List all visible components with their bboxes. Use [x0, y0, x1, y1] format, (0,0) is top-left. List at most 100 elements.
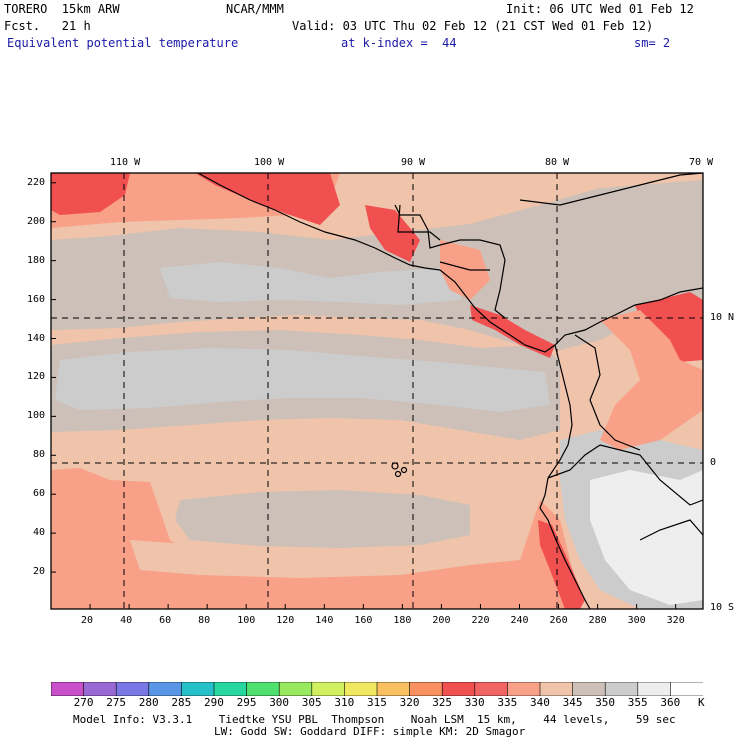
colorbar-segment — [51, 682, 85, 696]
x-tick-label: 280 — [588, 615, 607, 626]
map-field — [51, 173, 703, 609]
init-time: Init: 06 UTC Wed 01 Feb 12 — [506, 2, 694, 16]
colorbar-label: 335 — [497, 696, 518, 709]
field-band-355-north — [160, 262, 470, 305]
valid-time: Valid: 03 UTC Thu 02 Feb 12 (21 CST Wed … — [292, 19, 654, 33]
colorbar-segment — [637, 682, 672, 696]
colorbar-segment — [572, 682, 606, 696]
border-brazil-peru — [639, 519, 703, 541]
lat-label-10s: 10 S — [710, 602, 735, 613]
colorbar-label: 320 — [399, 696, 420, 709]
colorbar-unit: K — [698, 696, 705, 709]
field-band-330-peru — [538, 520, 585, 609]
x-tick-label: 100 — [237, 615, 256, 626]
field-band-335-centralamerica — [440, 240, 490, 300]
graticule — [51, 173, 703, 609]
level-info: at k-index = 44 — [341, 36, 457, 50]
x-tick-label: 80 — [198, 615, 211, 626]
model-info: Model Info: V3.3.1 Tiedtke YSU PBL Thomp… — [73, 713, 676, 726]
colorbar-label: 315 — [367, 696, 387, 709]
border-ecuador — [547, 444, 601, 479]
lat-label-0: 0 — [710, 457, 717, 468]
x-tick-label: 220 — [471, 615, 490, 626]
field-band-345-southwest-inner — [130, 540, 470, 578]
colorbar-segment — [181, 682, 215, 696]
x-tick-label: 200 — [432, 615, 451, 626]
colorbar-segment — [670, 682, 703, 696]
smoothing-info: sm= 2 — [634, 36, 671, 50]
physics-info: LW: Godd SW: Goddard DIFF: simple KM: 2D… — [214, 725, 526, 738]
x-tick-label: 40 — [120, 615, 133, 626]
colorbar-segment — [278, 682, 313, 696]
map-frame — [50, 172, 704, 610]
colorbar-label: 305 — [301, 696, 322, 709]
x-tick-label: 120 — [276, 615, 295, 626]
x-tick-label: 20 — [81, 615, 94, 626]
colorbar-label: 340 — [530, 696, 550, 709]
colorbar-label: 350 — [595, 696, 616, 709]
lon-label-100w: 100 W — [254, 157, 285, 168]
colorbar-label: 310 — [334, 696, 355, 709]
field-band-335-southwest — [51, 468, 580, 609]
colorbar-label: 290 — [204, 696, 224, 709]
colorbar-label: 275 — [106, 696, 127, 709]
y-tick-label: 80 — [32, 449, 45, 461]
y-tick-label: 200 — [26, 215, 45, 227]
border-peru — [599, 444, 703, 506]
colorbar-segment — [507, 682, 541, 696]
x-tick-label: 160 — [354, 615, 373, 626]
y-tick-label: 100 — [26, 410, 45, 422]
x-tick-label: 320 — [666, 615, 685, 626]
x-tick-label: 180 — [393, 615, 412, 626]
x-tick-label: 300 — [627, 615, 646, 626]
colorbar — [51, 682, 703, 696]
model-name: TORERO 15km ARW — [4, 2, 120, 16]
colorbar-segment — [213, 682, 248, 696]
colorbar-segment — [604, 682, 639, 696]
border-guatemala — [397, 204, 441, 241]
field-band-330-guatemala — [365, 205, 420, 262]
x-tick-label: 140 — [315, 615, 334, 626]
y-tick-label: 140 — [26, 332, 45, 344]
colorbar-label: 270 — [73, 696, 94, 709]
colorbar-segment — [246, 682, 281, 696]
colorbar-label: 325 — [432, 696, 453, 709]
colorbar-segment — [344, 682, 378, 696]
colorbar-label: 295 — [236, 696, 257, 709]
x-tick-label: 260 — [549, 615, 568, 626]
colorbar-segment — [376, 682, 411, 696]
island-galapagos-3 — [394, 470, 402, 478]
colorbar-segment — [115, 682, 150, 696]
colorbar-segment — [83, 682, 117, 696]
y-tick-label: 20 — [32, 566, 45, 578]
organization: NCAR/MMM — [226, 2, 284, 16]
y-tick-label: 60 — [32, 488, 45, 500]
island-galapagos-2 — [400, 466, 408, 474]
y-tick-label: 120 — [26, 371, 45, 383]
colorbar-segment — [311, 682, 346, 696]
lon-label-70w: 70 W — [689, 157, 714, 168]
lon-label-80w: 80 W — [545, 157, 570, 168]
lon-label-110w: 110 W — [110, 157, 141, 168]
field-band-355-mid — [55, 348, 550, 412]
colorbar-label: 355 — [627, 696, 648, 709]
field-band-345-south — [175, 490, 470, 548]
coastline-cuba — [519, 173, 703, 206]
border-honduras — [439, 261, 490, 271]
colorbar-segment — [148, 682, 183, 696]
colorbar-label: 280 — [138, 696, 159, 709]
field-band-360-southeast — [590, 470, 703, 605]
x-tick-label: 60 — [159, 615, 172, 626]
colorbar-segment — [539, 682, 574, 696]
colorbar-label: 285 — [171, 696, 192, 709]
lon-label-90w: 90 W — [401, 157, 426, 168]
y-tick-label: 180 — [26, 254, 45, 266]
colorbar-segment — [474, 682, 509, 696]
colorbar-segment — [409, 682, 444, 696]
colorbar-label: 330 — [464, 696, 485, 709]
lat-label-10n: 10 N — [710, 312, 735, 323]
field-band-335-colombia — [600, 310, 703, 450]
coastline-yucatan — [394, 204, 506, 319]
x-tick-label: 240 — [510, 615, 529, 626]
colorbar-segment — [441, 682, 476, 696]
